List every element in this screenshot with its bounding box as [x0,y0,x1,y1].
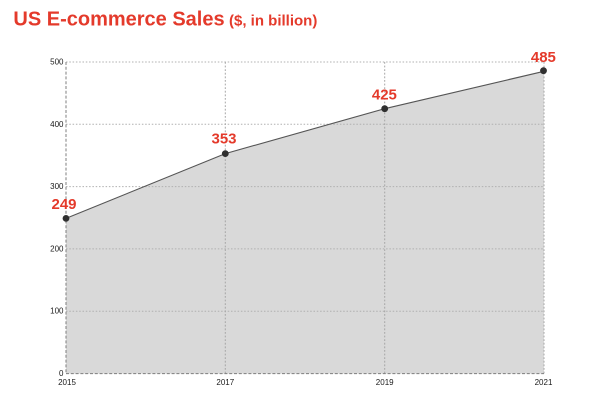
svg-text:353: 353 [211,130,236,147]
svg-text:US E-commerce Sales: US E-commerce Sales [13,9,224,31]
svg-text:2019: 2019 [376,378,394,387]
svg-text:200: 200 [50,244,64,253]
svg-text:2015: 2015 [58,378,76,387]
svg-text:249: 249 [51,196,76,213]
svg-text:425: 425 [372,86,397,103]
svg-text:400: 400 [50,120,64,129]
svg-text:300: 300 [50,182,64,191]
svg-text:0: 0 [59,369,64,378]
svg-text:485: 485 [531,49,556,66]
svg-text:($, in billion): ($, in billion) [229,13,317,30]
svg-text:2017: 2017 [216,378,234,387]
svg-text:2021: 2021 [535,378,553,387]
svg-text:500: 500 [50,58,64,67]
svg-text:100: 100 [50,307,64,316]
